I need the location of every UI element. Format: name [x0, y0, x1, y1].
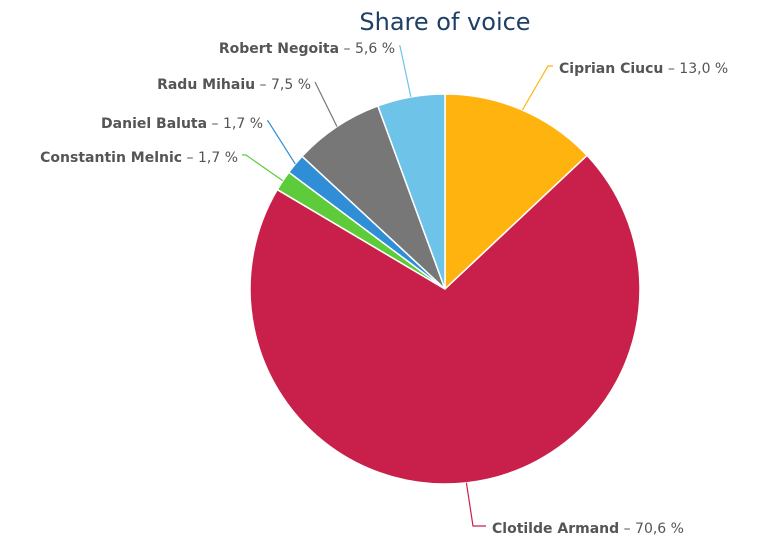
connector-line-clotilde-armand — [465, 482, 486, 527]
pie-slice-robert-negoita[interactable] — [376, 93, 446, 290]
data-label-clotilde-armand: Clotilde Armand – 70,6 % — [492, 521, 684, 537]
connector-line-constantin-melnic — [242, 154, 284, 182]
connector-line-radu-mihaiu — [314, 81, 338, 127]
pie-slice-ciprian-ciucu[interactable] — [444, 93, 589, 291]
connector-line-daniel-baluta — [267, 120, 296, 165]
chart-title: Share of voice — [359, 8, 531, 36]
connector-line-robert-negoita — [399, 45, 412, 98]
data-label-robert-negoita: Robert Negoita – 5,6 % — [219, 41, 395, 57]
data-label-constantin-melnic: Constantin Melnic – 1,7 % — [40, 150, 238, 166]
data-label-radu-mihaiu: Radu Mihaiu – 7,5 % — [157, 77, 311, 93]
data-label-daniel-baluta: Daniel Baluta – 1,7 % — [101, 116, 263, 132]
pie-slice-clotilde-armand[interactable] — [249, 154, 641, 485]
connector-line-ciprian-ciucu — [521, 65, 553, 111]
data-label-ciprian-ciucu: Ciprian Ciucu – 13,0 % — [559, 61, 728, 77]
